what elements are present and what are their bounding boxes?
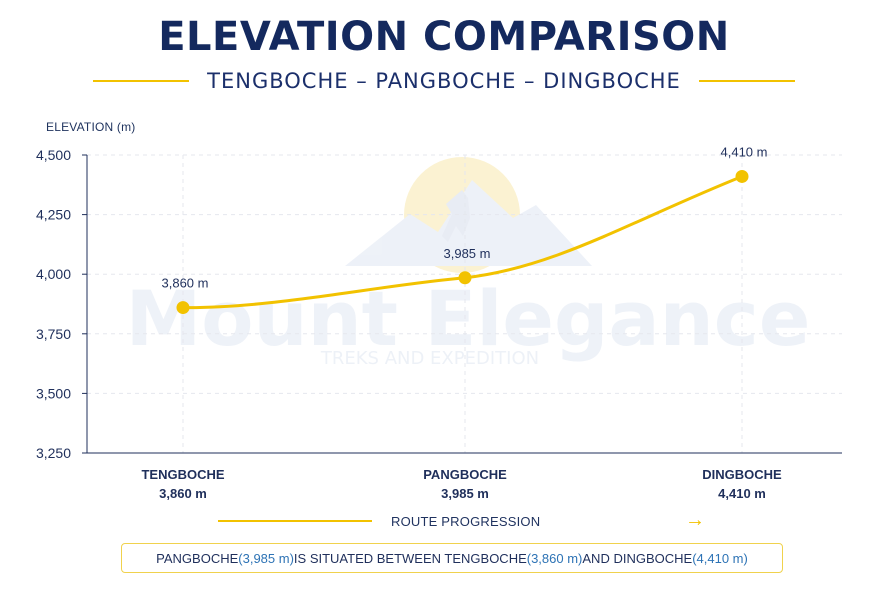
y-tick-label: 3,250 (36, 445, 71, 461)
note-value-pangboche: (3,985 m) (238, 550, 294, 566)
page-title: ELEVATION COMPARISON (158, 14, 730, 60)
note-text-1: PANGBOCHE (156, 550, 239, 566)
data-point (176, 301, 190, 315)
subtitle-rule-right (698, 80, 795, 82)
watermark-mountain-shape (345, 180, 592, 266)
y-tick-label: 4,000 (36, 266, 71, 282)
arrow-right-icon: → (685, 509, 705, 531)
data-label: 3,860 m (162, 276, 209, 291)
route-progression-row: ROUTE PROGRESSION → (0, 509, 888, 535)
note-text-3: AND DINGBOCHE (582, 550, 693, 566)
route-progression-label: ROUTE PROGRESSION (391, 514, 541, 529)
watermark-subtext: TREKS AND EXPEDITION (320, 348, 539, 369)
y-tick-label: 4,250 (36, 207, 71, 223)
subtitle-rule-left (93, 80, 190, 82)
x-tick-label: TENGBOCHE (141, 467, 224, 482)
series-layer (176, 169, 749, 315)
x-tick-label: PANGBOCHE (423, 467, 507, 482)
y-axis-label: ELEVATION (m) (46, 120, 136, 134)
route-progression-line (218, 520, 372, 522)
data-label: 3,985 m (444, 246, 491, 261)
axes-layer (82, 154, 842, 454)
x-value-label: 4,410 m (718, 486, 766, 501)
page-subtitle: TENGBOCHE – PANGBOCHE – DINGBOCHE (207, 69, 681, 93)
labels-layer: 4,500 4,250 4,000 3,750 3,500 3,250 3,860 m TEN… (36, 144, 782, 501)
note-text-2: IS SITUATED BETWEEN TENGBOCHE (293, 550, 527, 566)
x-tick-label: DINGBOCHE (702, 467, 782, 482)
watermark: Mount Elegance TREKS AND EXPEDITION (126, 157, 811, 369)
watermark-text: Mount Elegance (126, 274, 811, 363)
summary-note: PANGBOCHE (3,985 m) IS SITUATED BETWEEN … (121, 543, 783, 573)
data-point (458, 271, 472, 285)
data-point (735, 169, 749, 183)
watermark-climber-shape (442, 190, 470, 242)
x-value-label: 3,860 m (159, 486, 207, 501)
subtitle-row: TENGBOCHE – PANGBOCHE – DINGBOCHE (0, 66, 888, 96)
note-value-tengboche: (3,860 m) (526, 550, 583, 566)
y-tick-label: 4,500 (36, 147, 71, 163)
data-label: 4,410 m (721, 144, 768, 159)
x-value-label: 3,985 m (441, 486, 489, 501)
note-value-dingboche: (4,410 m) (692, 550, 748, 566)
y-tick-label: 3,750 (36, 326, 71, 342)
y-tick-label: 3,500 (36, 385, 71, 401)
